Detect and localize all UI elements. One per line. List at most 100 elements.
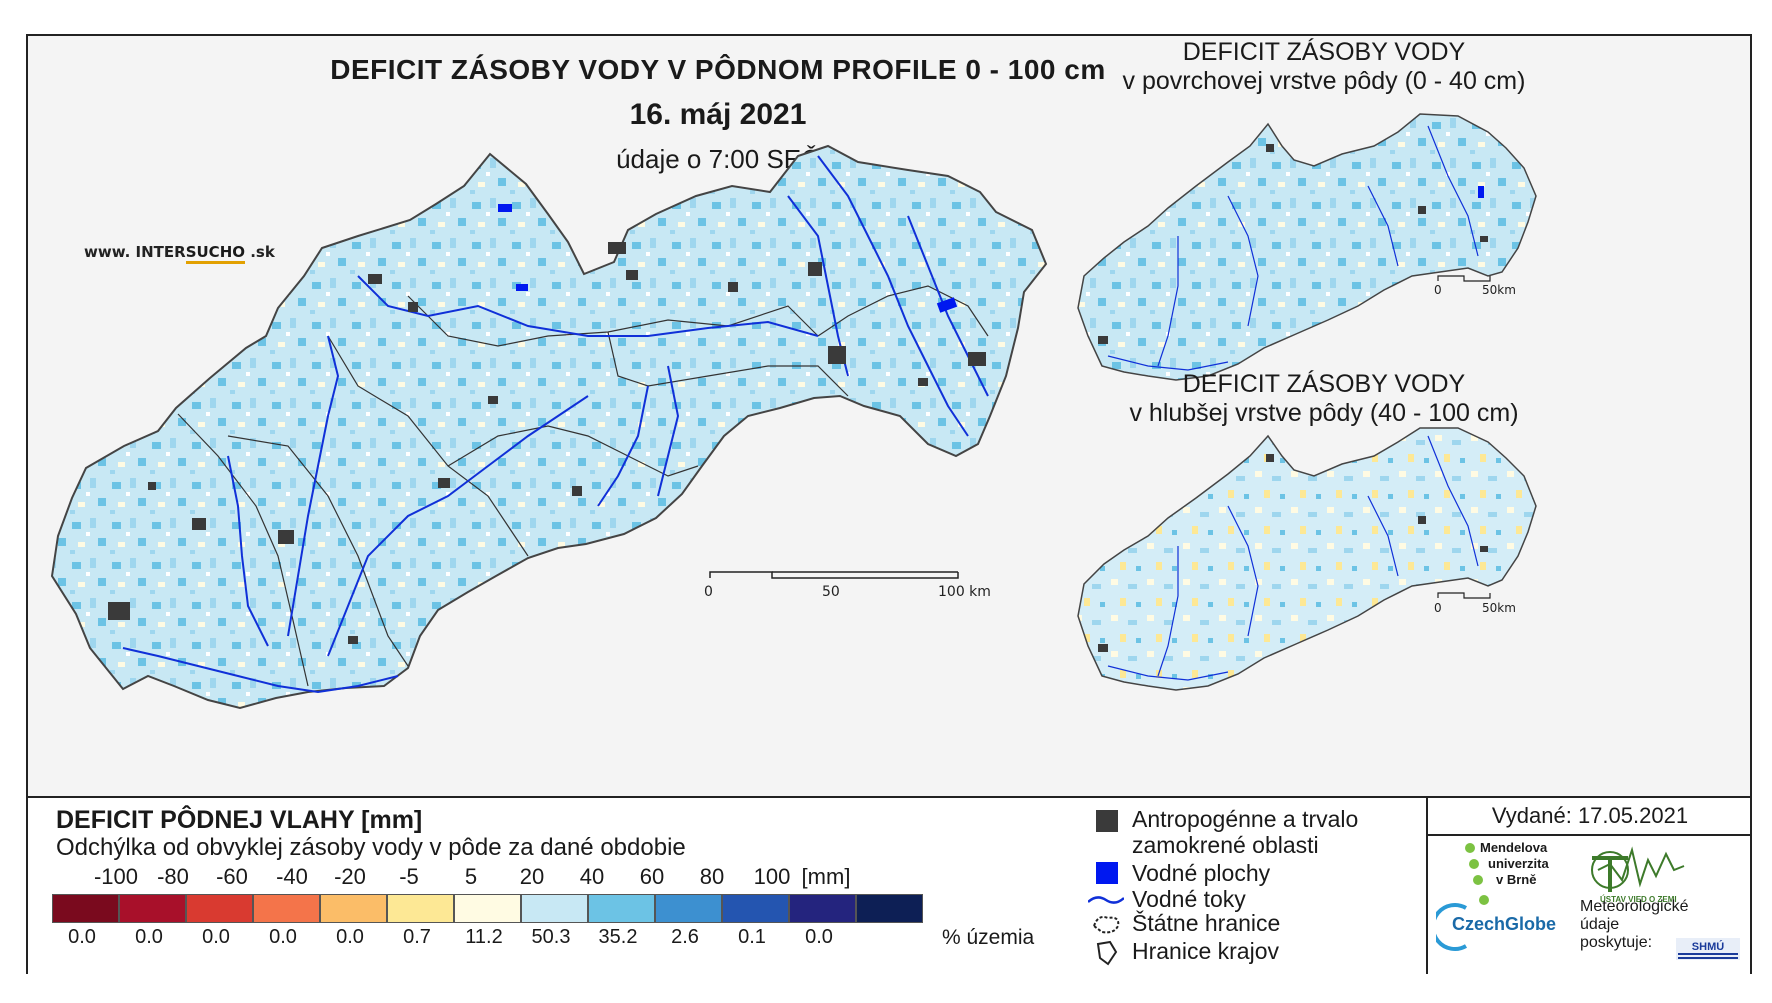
water-inset-top — [1478, 186, 1484, 198]
legend-pct: 0.1 — [738, 926, 766, 948]
legend-swatch — [856, 894, 923, 923]
legend-tick: -20 — [334, 864, 366, 889]
inset-top-scale-0: 0 — [1434, 283, 1442, 297]
water-bodies-main — [498, 204, 958, 313]
legend-row-state-border: Štátne hranice — [1088, 910, 1280, 936]
legend-area: DEFICIT PÔDNEJ VLAHY [mm] Odchýlka od ob… — [28, 796, 1752, 974]
legend-swatch — [52, 894, 119, 923]
legend-anthropogenic-line1: Antropogénne a trvalo — [1132, 806, 1359, 832]
legend-tick: 5 — [464, 864, 478, 889]
legend-water-bodies: Vodné plochy — [1132, 860, 1271, 886]
region-border-icon — [1096, 940, 1118, 966]
map-area: DEFICIT ZÁSOBY VODY V PÔDNOM PROFILE 0 -… — [28, 36, 1750, 796]
legend-pct: 0.0 — [336, 926, 364, 948]
map-title: DEFICIT ZÁSOBY VODY V PÔDNOM PROFILE 0 -… — [330, 54, 1106, 85]
inset-top-title-line1: DEFICIT ZÁSOBY VODY — [1182, 38, 1466, 66]
slovakia-outline-main — [50, 144, 1048, 710]
mendelu-line3: v Brně — [1496, 872, 1537, 887]
legend-rivers: Vodné toky — [1132, 886, 1246, 912]
urban-areas-inset-top — [1098, 144, 1488, 344]
map-time-note: údaje o 7:00 SEČ — [616, 144, 820, 174]
shmu-logo: SHMÚ — [1676, 938, 1740, 960]
anthropogenic-icon — [1096, 810, 1118, 832]
legend-tick: 80 — [699, 864, 725, 889]
inset-top-title-line2: v povrchovej vrstve pôdy (0 - 40 cm) — [1122, 67, 1526, 95]
legend-percentages: 0.0 0.0 0.0 0.0 0.0 0.7 11.2 50.3 35.2 2… — [52, 926, 932, 954]
shmu-label: SHMÚ — [1692, 940, 1724, 953]
meteo-line2: údaje — [1580, 916, 1620, 933]
legend-pct: 0.0 — [135, 926, 163, 948]
rivers-inset-bottom — [1107, 435, 1479, 681]
symbol-legend: Antropogénne a trvalo zamokrené oblasti … — [1088, 804, 1448, 970]
ustav-vied-label: ÚSTAV VIED O ZEMI — [1600, 895, 1677, 904]
legend-tick: -60 — [216, 864, 248, 889]
region-borders — [177, 285, 989, 687]
inset-bottom-title-line1: DEFICIT ZÁSOBY VODY — [1182, 370, 1466, 398]
legend-row-anthropogenic: Antropogénne a trvalo zamokrené oblasti — [1088, 806, 1358, 858]
legend-row-rivers: Vodné toky — [1088, 886, 1246, 912]
issued-date: Vydané: 17.05.2021 — [1428, 798, 1752, 836]
legend-tick-unit: [mm] — [801, 864, 851, 889]
scale-bar-main — [709, 571, 959, 579]
mendelu-dots-icon — [1465, 843, 1489, 905]
legend-tick: 40 — [579, 864, 605, 889]
main-map: 0 50 100 km 0 50km — [50, 113, 1537, 710]
legend-pct: 50.3 — [531, 926, 571, 948]
urban-areas-inset-bottom — [1098, 454, 1488, 652]
legend-pct: 0.0 — [269, 926, 297, 948]
legend-tick: 20 — [519, 864, 545, 889]
legend-ticks: -100 -80 -60 -40 -20 -5 5 20 40 60 80 10… — [56, 864, 976, 894]
inset-top-title: DEFICIT ZÁSOBY VODY v povrchovej vrstve … — [1104, 38, 1544, 96]
legend-row-region-border: Hranice krajov — [1088, 938, 1279, 966]
legend-tick: 60 — [639, 864, 665, 889]
meteo-line3: poskytuje: — [1580, 934, 1653, 951]
legend-pct: 0.0 — [805, 926, 833, 948]
issued-box: Vydané: 17.05.2021 Mendelova univerzita … — [1426, 798, 1752, 974]
legend-pct: 11.2 — [465, 926, 503, 948]
river-icon — [1088, 896, 1124, 904]
legend-tick: 100 — [753, 864, 791, 889]
legend-title: DEFICIT PÔDNEJ VLAHY [mm] — [56, 806, 423, 834]
scale-label-100: 100 km — [938, 584, 991, 600]
legend-swatch — [722, 894, 789, 923]
legend-pct: 0.0 — [202, 926, 230, 948]
czechglobe-logo: CzechGlobe — [1452, 914, 1557, 934]
legend-subtitle: Odchýlka od obvyklej zásoby vody v pôde … — [56, 834, 686, 861]
legend-swatch — [320, 894, 387, 923]
legend-row-water: Vodné plochy — [1088, 860, 1270, 886]
meteo-provider-note: Meteorologické údaje poskytuje: — [1580, 898, 1689, 952]
inset-bottom-scale-50: 50km — [1482, 601, 1516, 615]
slovakia-outline-inset-bottom — [1077, 427, 1537, 691]
legend-tick: -80 — [157, 864, 189, 889]
urban-areas-main — [108, 242, 986, 644]
legend-swatch — [119, 894, 186, 923]
mendelu-logo: Mendelova univerzita v Brně — [1480, 840, 1549, 888]
scale-label-0: 0 — [704, 584, 713, 600]
legend-tick: -40 — [276, 864, 308, 889]
mendelu-line1: Mendelova — [1480, 840, 1548, 855]
czechglobe-arc-icon — [1436, 903, 1468, 951]
state-border-icon — [1092, 916, 1120, 934]
intersucho-logo: www. INTERSUCHO .sk — [84, 243, 275, 264]
inset-top-scale-50: 50km — [1482, 283, 1516, 297]
legend-state-border: Štátne hranice — [1132, 910, 1281, 936]
legend-swatches — [52, 894, 923, 923]
inset-bottom-title: DEFICIT ZÁSOBY VODY v hlubšej vrstve pôd… — [1104, 370, 1544, 428]
inset-bottom-scale-0: 0 — [1434, 601, 1442, 615]
legend-pct-unit: % územia — [942, 926, 1035, 949]
meteo-line1: Meteorologické — [1580, 898, 1689, 915]
legend-region-border: Hranice krajov — [1132, 938, 1279, 964]
legend-tick: -100 — [93, 864, 139, 889]
legend-swatch — [387, 894, 454, 923]
ustav-vied-logo-icon — [1591, 846, 1685, 892]
legend-swatch — [789, 894, 856, 923]
map-date: 16. máj 2021 — [629, 98, 807, 131]
water-body-icon — [1096, 862, 1118, 884]
legend-pct: 2.6 — [671, 926, 699, 948]
legend-swatch — [655, 894, 722, 923]
mendelu-line2: univerzita — [1488, 856, 1549, 871]
scale-label-50: 50 — [822, 584, 840, 600]
legend-anthropogenic-line2: zamokrené oblasti — [1132, 832, 1319, 858]
inset-bottom-title-line2: v hlubšej vrstve pôdy (40 - 100 cm) — [1129, 399, 1519, 427]
scale-bar-inset-top — [1437, 275, 1491, 282]
